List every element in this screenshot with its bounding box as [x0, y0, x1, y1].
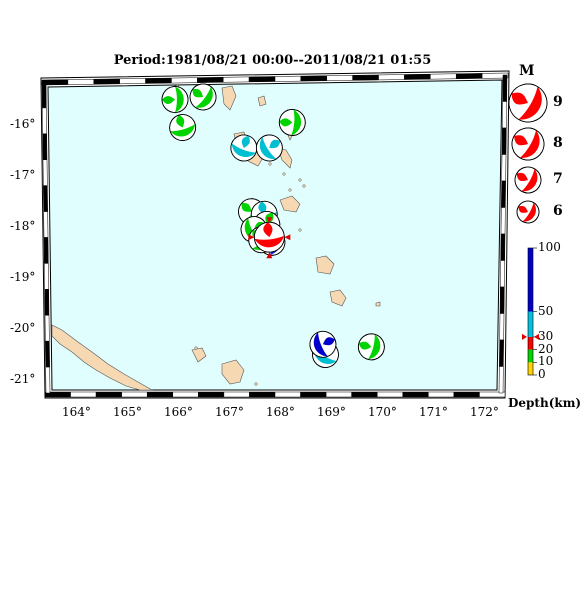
magnitude-legend-label: 7	[553, 171, 563, 187]
longitude-tick-label: 164°	[62, 405, 91, 419]
island-epi	[279, 195, 301, 213]
map-title: Period:1981/08/21 00:00--2011/08/21 01:5…	[113, 53, 432, 68]
depth-legend-tick: 30	[538, 328, 554, 343]
islet-7	[298, 228, 302, 232]
magnitude-legend-ball	[508, 83, 548, 123]
event-beachball	[253, 221, 285, 253]
island-tanna	[329, 289, 347, 307]
island-loyalty-2	[221, 359, 245, 385]
islet-5	[254, 382, 258, 386]
islet-6	[288, 188, 292, 192]
islet-4	[194, 346, 198, 350]
longitude-tick-label: 171°	[419, 405, 448, 419]
depth-marker-right	[534, 333, 539, 340]
event-beachball	[161, 86, 189, 113]
magnitude-legend-ball	[516, 200, 540, 224]
depth-band	[528, 349, 533, 363]
longitude-tick-label: 172°	[470, 405, 499, 419]
depth-legend-tick: 0	[538, 367, 546, 381]
magnitude-legend-label: 9	[553, 94, 563, 110]
island-aneityum	[375, 301, 381, 307]
newest-event-marker	[284, 234, 291, 241]
event-beachball	[169, 114, 197, 141]
magnitude-legend-ball	[514, 166, 542, 194]
island-small-1	[257, 95, 267, 107]
magnitude-legend-label: 6	[553, 203, 563, 219]
depth-legend-tick: 50	[538, 303, 554, 318]
longitude-tick-label: 165°	[113, 405, 142, 419]
event-beachball	[357, 333, 385, 361]
depth-band	[528, 362, 533, 375]
latitude-tick-label: -21°	[10, 372, 36, 386]
event-beachball	[230, 134, 258, 162]
newest-event-marker	[266, 217, 273, 224]
island-erromango	[315, 255, 335, 275]
islet-3	[302, 184, 306, 188]
longitude-tick-label: 170°	[368, 405, 397, 419]
latitude-tick-label: -17°	[10, 168, 36, 182]
new-caledonia	[51, 324, 154, 391]
longitude-tick-label: 169°	[317, 405, 346, 419]
event-beachball	[309, 330, 337, 358]
islet-2	[298, 178, 302, 182]
latitude-tick-label: -18°	[10, 219, 36, 233]
latitude-tick-label: -16°	[10, 117, 36, 131]
island-loyalty-1	[191, 347, 207, 363]
depth-legend-tick: 20	[538, 341, 554, 356]
event-beachball	[278, 109, 306, 136]
magnitude-legend-label: 8	[553, 135, 563, 151]
islet-1	[282, 172, 286, 176]
depth-legend-title: Depth(km)	[508, 396, 582, 410]
depth-band	[528, 311, 533, 337]
depth-legend-tick: 10	[538, 354, 554, 369]
island-northern	[221, 85, 237, 111]
event-beachball	[255, 134, 283, 162]
newest-event-marker	[266, 252, 273, 259]
islet-0	[268, 162, 272, 166]
event-beachball	[189, 83, 217, 111]
depth-marker-left	[522, 333, 527, 340]
latitude-tick-label: -20°	[10, 321, 36, 335]
longitude-tick-label: 166°	[164, 405, 193, 419]
depth-band	[528, 336, 533, 350]
magnitude-legend-title: M	[519, 63, 535, 79]
depth-legend-tick: 100	[538, 240, 561, 254]
latitude-tick-label: -19°	[10, 270, 36, 284]
magnitude-legend	[508, 83, 548, 224]
depth-legend	[522, 247, 539, 376]
focal-mechanisms	[161, 83, 385, 368]
longitude-tick-label: 167°	[215, 405, 244, 419]
depth-band	[528, 248, 533, 312]
longitude-tick-label: 168°	[266, 405, 295, 419]
newest-event-marker	[248, 234, 255, 241]
magnitude-legend-ball	[511, 127, 545, 161]
